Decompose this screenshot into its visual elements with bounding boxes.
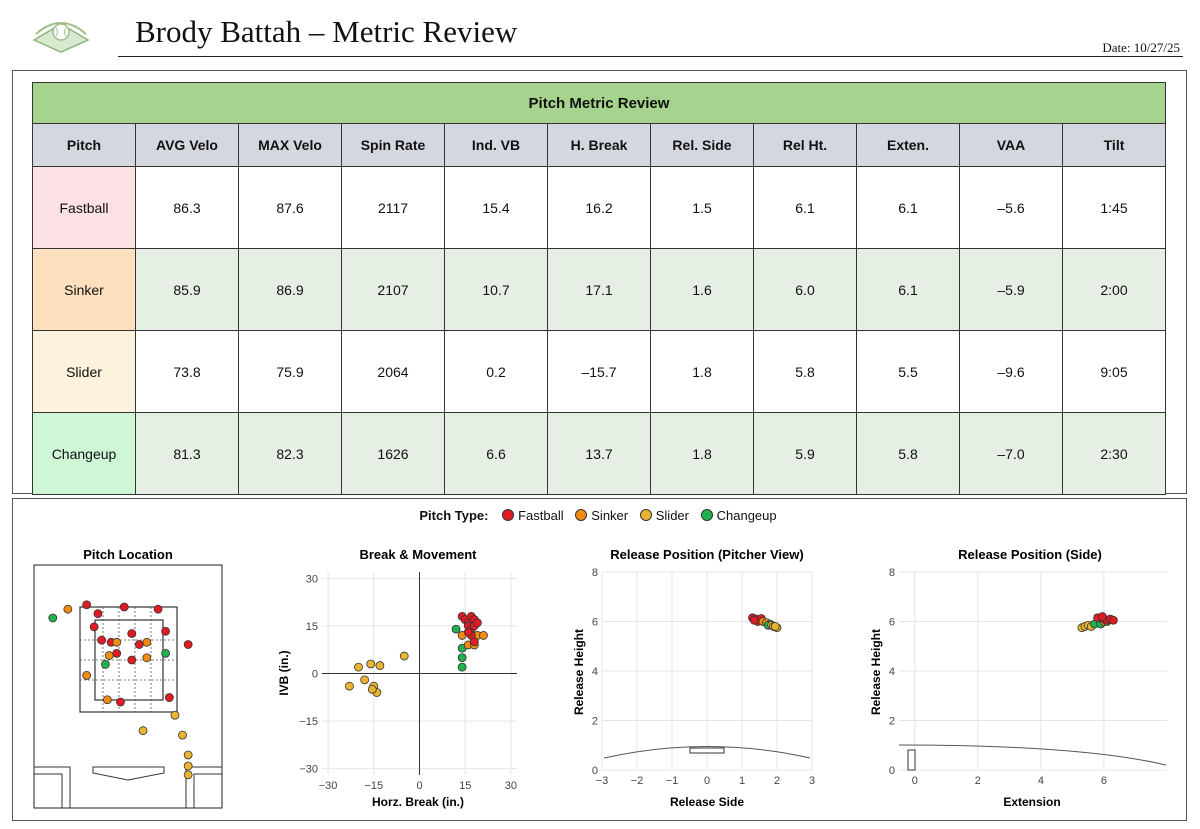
table-row: Changeup 81.3 82.3 1626 6.6 13.7 1.8 5.9… [32, 412, 1166, 495]
table-cell: –15.7 [547, 330, 651, 413]
table-cell: 2:00 [1062, 248, 1166, 331]
column-header: Rel Ht. [753, 123, 857, 167]
column-header: Pitch [32, 123, 136, 167]
column-header: H. Break [547, 123, 651, 167]
table-cell: 5.8 [856, 412, 960, 495]
table-cell: 81.3 [135, 412, 239, 495]
pitch-name-cell: Sinker [32, 248, 136, 331]
table-cell: 5.8 [753, 330, 857, 413]
report-date: Date: 10/27/25 [1102, 40, 1180, 55]
table-cell: 2:30 [1062, 412, 1166, 495]
table-cell: 0.2 [444, 330, 548, 413]
page-title: Brody Battah – Metric Review [135, 14, 518, 49]
table-cell: 1:45 [1062, 166, 1166, 249]
baseball-logo-icon [32, 22, 90, 53]
table-cell: 1.6 [650, 248, 754, 331]
slider-dot-icon [639, 509, 652, 521]
table-cell: 2064 [341, 330, 445, 413]
legend-label: Sinker [591, 508, 629, 523]
pitch-type-legend: Pitch Type: Fastball Sinker Slider Chang… [0, 508, 1200, 523]
legend-label: Slider [655, 508, 689, 523]
table-cell: 1626 [341, 412, 445, 495]
table-cell: 75.9 [238, 330, 342, 413]
pitch-name-cell: Slider [32, 330, 136, 413]
table-row: Sinker 85.9 86.9 2107 10.7 17.1 1.6 6.0 … [32, 248, 1166, 331]
charts-panel-border [12, 498, 1187, 821]
table-cell: 10.7 [444, 248, 548, 331]
legend-label: Fastball [518, 508, 564, 523]
table-cell: 16.2 [547, 166, 651, 249]
table-row: Fastball 86.3 87.6 2117 15.4 16.2 1.5 6.… [32, 166, 1166, 249]
title-underline [118, 56, 1183, 57]
column-header: Rel. Side [650, 123, 754, 167]
legend-item-changeup: Changeup [700, 508, 777, 523]
table-cell: –5.6 [959, 166, 1063, 249]
table-cell: 86.3 [135, 166, 239, 249]
report-header: Brody Battah – Metric Review Date: 10/27… [0, 0, 1200, 68]
legend-item-fastball: Fastball [502, 508, 564, 523]
table-cell: 6.1 [856, 166, 960, 249]
sinker-dot-icon [575, 509, 588, 521]
column-header: Ind. VB [444, 123, 548, 167]
pitch-name-cell: Changeup [32, 412, 136, 495]
table-cell: 87.6 [238, 166, 342, 249]
table-cell: 2107 [341, 248, 445, 331]
column-header: Exten. [856, 123, 960, 167]
legend-item-slider: Slider [639, 508, 689, 523]
table-row: Slider 73.8 75.9 2064 0.2 –15.7 1.8 5.8 … [32, 330, 1166, 413]
column-header: VAA [959, 123, 1063, 167]
table-cell: 13.7 [547, 412, 651, 495]
table-cell: –5.9 [959, 248, 1063, 331]
table-cell: 9:05 [1062, 330, 1166, 413]
table-cell: 15.4 [444, 166, 548, 249]
table-cell: –9.6 [959, 330, 1063, 413]
table-cell: –7.0 [959, 412, 1063, 495]
table-cell: 1.8 [650, 330, 754, 413]
table-cell: 6.6 [444, 412, 548, 495]
column-header: MAX Velo [238, 123, 342, 167]
table-cell: 82.3 [238, 412, 342, 495]
table-cell: 2117 [341, 166, 445, 249]
table-cell: 1.5 [650, 166, 754, 249]
fastball-dot-icon [502, 509, 515, 521]
table-cell: 6.0 [753, 248, 857, 331]
table-cell: 85.9 [135, 248, 239, 331]
table-cell: 5.5 [856, 330, 960, 413]
legend-item-sinker: Sinker [575, 508, 628, 523]
pitch-metric-table: Pitch Metric Review Pitch AVG Velo MAX V… [32, 82, 1166, 495]
table-cell: 73.8 [135, 330, 239, 413]
table-cell: 6.1 [856, 248, 960, 331]
table-title: Pitch Metric Review [32, 82, 1166, 124]
table-header-row: Pitch AVG Velo MAX Velo Spin Rate Ind. V… [32, 123, 1166, 167]
table-cell: 17.1 [547, 248, 651, 331]
changeup-dot-icon [700, 509, 713, 521]
legend-label: Changeup [716, 508, 777, 523]
pitch-name-cell: Fastball [32, 166, 136, 249]
table-cell: 86.9 [238, 248, 342, 331]
table-cell: 6.1 [753, 166, 857, 249]
column-header: Spin Rate [341, 123, 445, 167]
column-header: AVG Velo [135, 123, 239, 167]
table-cell: 5.9 [753, 412, 857, 495]
table-cell: 1.8 [650, 412, 754, 495]
column-header: Tilt [1062, 123, 1166, 167]
legend-title: Pitch Type: [419, 508, 489, 523]
